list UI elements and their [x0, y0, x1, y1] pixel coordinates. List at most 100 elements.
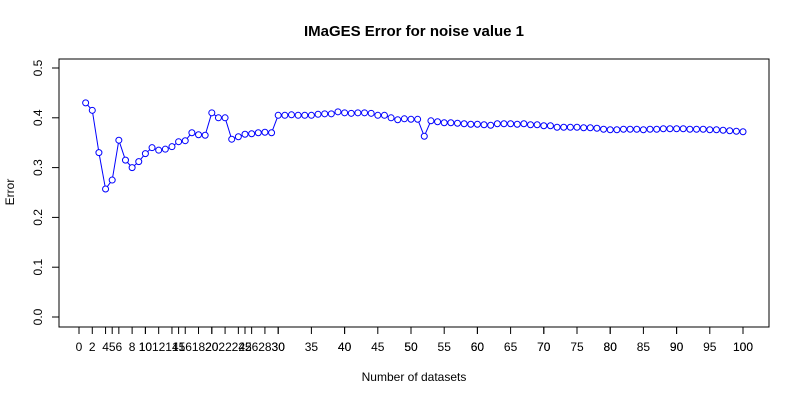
x-minor-tick-label: 100 [733, 340, 753, 354]
data-point [88, 106, 96, 114]
data-point [82, 99, 90, 107]
data-point [321, 110, 329, 118]
y-axis: 0.0 0.1 0.2 0.3 0.4 0.5 [31, 59, 60, 325]
data-point [115, 136, 123, 144]
data-point [693, 125, 701, 133]
x-minor-tick-label: 24 [232, 340, 246, 354]
y-tick-label: 0.5 [31, 59, 45, 76]
x-minor-tick-label: 14 [165, 340, 179, 354]
data-point [400, 115, 408, 123]
data-point [540, 122, 548, 130]
data-point [460, 120, 468, 128]
series-segment [425, 123, 431, 134]
data-point [473, 120, 481, 128]
data-point [487, 121, 495, 129]
series-segment [418, 121, 424, 134]
data-point [520, 120, 528, 128]
data-point [619, 125, 627, 133]
data-point [420, 132, 428, 140]
data-point [287, 111, 295, 119]
x-tick-label: 70 [537, 340, 551, 354]
data-point [739, 128, 747, 136]
data-point [394, 116, 402, 124]
data-point [188, 129, 196, 137]
data-point [175, 138, 183, 146]
data-point [712, 126, 720, 134]
data-point [268, 129, 276, 137]
data-point [593, 124, 601, 132]
data-point [135, 158, 143, 166]
data-point [195, 131, 203, 139]
x-minor-tick-label: 16 [179, 340, 193, 354]
data-point [354, 109, 362, 117]
data-point [533, 121, 541, 129]
data-point [414, 115, 422, 123]
data-point [434, 118, 442, 126]
data-point [108, 176, 116, 184]
data-point [719, 126, 727, 134]
data-point [686, 125, 694, 133]
x-tick-label: 90 [670, 340, 684, 354]
data-point [573, 123, 581, 131]
series-segment [98, 155, 106, 187]
x-minor-tick-label: 28 [258, 340, 272, 354]
data-point [732, 127, 740, 135]
data-point [646, 125, 654, 133]
data-point [513, 120, 521, 128]
data-point [673, 125, 681, 133]
data-point [427, 117, 435, 125]
data-point [480, 121, 488, 129]
x-tick-label: 95 [703, 340, 717, 354]
data-point [102, 185, 110, 193]
data-point [407, 115, 415, 123]
data-point [334, 108, 342, 116]
y-tick-label: 0.1 [31, 259, 45, 276]
x-tick-label: 20 [205, 340, 219, 354]
series-segment [186, 134, 191, 139]
x-minor-tick-label: 40 [338, 340, 352, 354]
y-axis-label: Error [3, 179, 17, 206]
data-point [214, 114, 222, 122]
x-tick-label: 30 [272, 340, 286, 354]
series-segment [119, 142, 126, 158]
data-point [374, 111, 382, 119]
data-point [699, 125, 707, 133]
data-point [600, 125, 608, 133]
series-segment [92, 113, 99, 150]
error-series [82, 99, 747, 193]
data-point [666, 125, 674, 133]
data-point [274, 111, 282, 119]
series-segment [112, 143, 119, 178]
data-point [606, 126, 614, 134]
series-segment [140, 155, 144, 160]
data-point [141, 150, 149, 158]
data-point [447, 119, 455, 127]
x-minor-tick-label: 4 [102, 340, 109, 354]
data-point [341, 109, 349, 117]
data-point [201, 131, 209, 139]
data-point [706, 126, 714, 134]
plot-frame [58, 58, 770, 328]
data-point [527, 121, 535, 129]
data-point [208, 109, 216, 117]
x-tick-label: 10 [139, 340, 153, 354]
data-point [221, 114, 229, 122]
x-minor-tick-label: 18 [192, 340, 206, 354]
data-point [155, 146, 163, 154]
series-segment [205, 115, 212, 133]
x-tick-label: 5 [109, 340, 116, 354]
data-point [500, 120, 508, 128]
data-point [493, 120, 501, 128]
x-tick-label: 0 [76, 340, 83, 354]
data-point [254, 129, 262, 137]
data-point [181, 137, 189, 145]
x-minor-tick-label: 60 [471, 340, 485, 354]
data-point [553, 123, 561, 131]
data-point [248, 130, 256, 138]
series-segment [106, 182, 111, 187]
data-point [639, 126, 647, 134]
x-tick-label: 80 [604, 340, 618, 354]
series-segment [225, 120, 232, 137]
data-point [387, 114, 395, 122]
x-minor-tick-label: 12 [152, 340, 166, 354]
